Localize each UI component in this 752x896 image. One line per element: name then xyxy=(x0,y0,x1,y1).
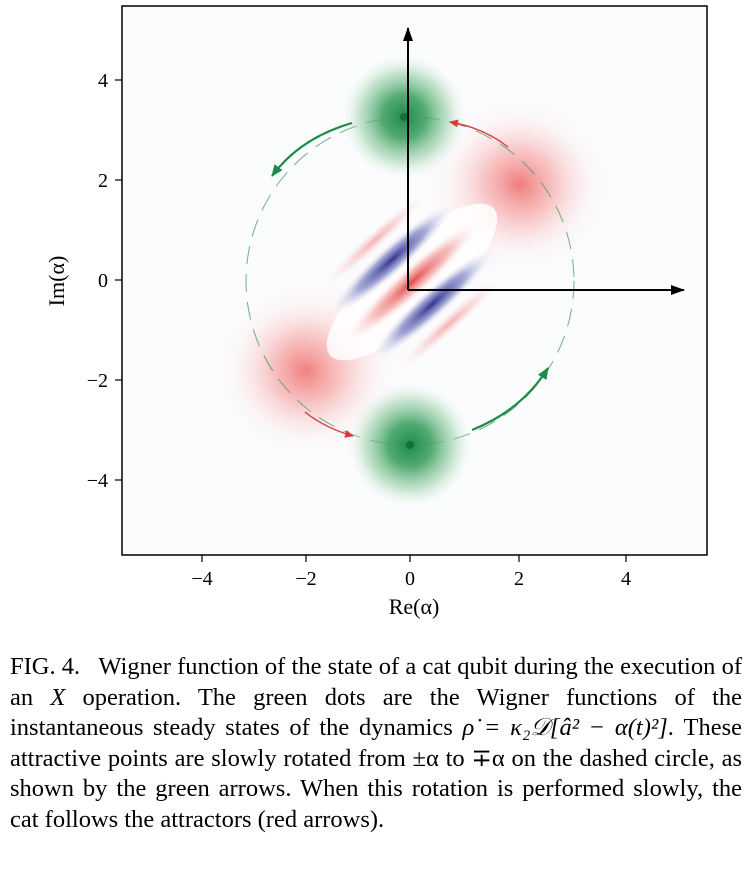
caption-x-operation: X xyxy=(50,683,66,711)
ytick-label: 4 xyxy=(98,70,108,92)
caption-text-1: Wigner function of the state of a cat qu… xyxy=(10,653,742,711)
y-axis-label: Im(α) xyxy=(44,256,69,307)
wigner-figure: −4 −2 0 2 4 4 2 0 −2 −4 Re(α) Im(α) xyxy=(44,5,708,619)
x-axis-label: Re(α) xyxy=(389,594,440,619)
ytick-label: 0 xyxy=(98,270,108,292)
xtick-label: 0 xyxy=(405,568,415,590)
ytick-label: 2 xyxy=(98,170,108,192)
red-arrow-upper xyxy=(449,119,509,148)
red-arrow-lower xyxy=(304,411,354,438)
ytick-label: −4 xyxy=(87,470,108,492)
green-arrow-upper xyxy=(271,121,353,177)
xtick-label: 2 xyxy=(514,568,524,590)
figure-caption: FIG. 4. Wigner function of the state of … xyxy=(10,652,742,836)
ytick-label: −2 xyxy=(87,370,108,392)
caption-text-3: . These attractive points are slowly rot… xyxy=(10,714,743,833)
caption-text-2: operation. The green dots are the Wigner… xyxy=(10,683,742,742)
green-arrow-lower xyxy=(471,367,549,432)
xtick-label: 4 xyxy=(621,568,631,590)
caption-equation: ρ̇ = κ₂𝒟[â² − α(t)²] xyxy=(462,714,668,742)
interference-fringes xyxy=(294,173,530,391)
xtick-label: −4 xyxy=(191,568,212,590)
xtick-label: −2 xyxy=(295,568,316,590)
caption-label: FIG. 4. xyxy=(10,653,81,680)
